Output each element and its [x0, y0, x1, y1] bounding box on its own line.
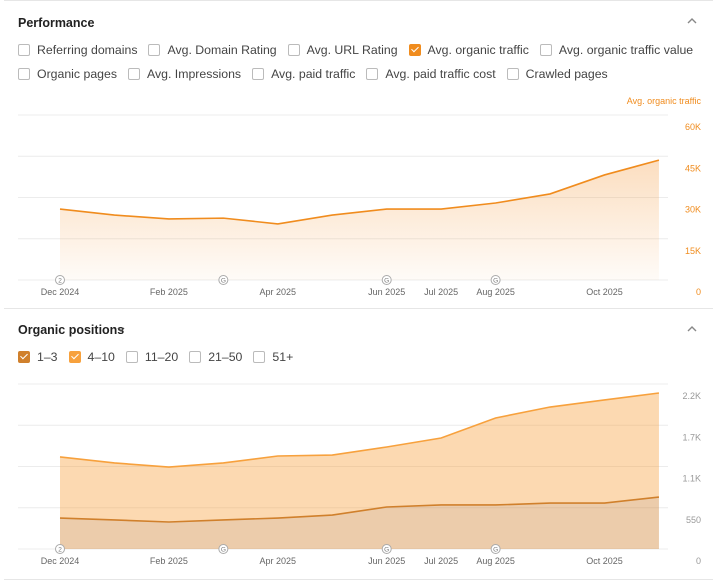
checkbox[interactable]: Referring domains — [18, 43, 137, 57]
panel-title: Performance — [18, 16, 95, 30]
checkbox-box[interactable] — [506, 68, 519, 80]
checkbox-label[interactable]: Avg. organic traffic value — [558, 43, 694, 57]
checkbox-box[interactable] — [189, 351, 202, 363]
checkbox-label[interactable]: 51+ — [272, 350, 294, 364]
collapse-icon[interactable] — [686, 16, 698, 26]
checkbox-label[interactable]: Organic pages — [37, 67, 117, 81]
checkbox-box[interactable] — [18, 44, 30, 56]
checkbox-box[interactable] — [148, 44, 161, 56]
checkbox-box[interactable] — [125, 351, 138, 363]
checkbox-label[interactable]: 11–20 — [144, 350, 179, 364]
checkbox[interactable]: Avg. paid traffic — [252, 67, 355, 81]
checkbox-label[interactable]: Avg. URL Rating — [306, 43, 398, 57]
checkbox[interactable]: 1–3 — [18, 350, 58, 364]
checkbox[interactable]: Avg. paid traffic cost — [366, 67, 496, 81]
checkbox[interactable]: Avg. organic traffic value — [539, 43, 694, 57]
checkbox-box[interactable] — [252, 68, 265, 80]
checkbox[interactable]: Avg. URL Rating — [287, 43, 398, 57]
checkbox[interactable]: 4–10 — [68, 350, 115, 364]
checkbox-label[interactable]: Avg. Impressions — [146, 67, 242, 81]
panel-title[interactable]: Organic positions — [18, 323, 125, 337]
checkbox[interactable]: Crawled pages — [506, 67, 608, 81]
checkbox-box[interactable] — [68, 351, 81, 363]
checkbox-label[interactable]: Avg. Domain Rating — [167, 43, 277, 57]
metric-row: Referring domains Avg. Domain Rating Avg. … — [18, 43, 693, 57]
checkbox-label[interactable]: Avg. paid traffic cost — [385, 67, 496, 81]
checkbox-box[interactable] — [287, 44, 300, 56]
checkbox-label[interactable]: Avg. organic traffic — [427, 43, 529, 57]
metric-row: Organic pages Avg. Impressions Avg. paid t… — [18, 67, 608, 81]
checkbox-label[interactable]: Referring domains — [37, 43, 138, 57]
checkbox-box[interactable] — [18, 351, 30, 363]
checkbox-box[interactable] — [127, 68, 140, 80]
collapse-icon[interactable] — [686, 324, 698, 334]
checkbox-box[interactable] — [253, 351, 266, 363]
checkbox[interactable]: 21–50 — [189, 350, 242, 364]
checkbox[interactable]: Avg. Domain Rating — [148, 43, 277, 57]
organic-positions-panel: Organic positions 1–3 4–10 11–20 21–50 51+ — [4, 308, 713, 580]
checkbox-box[interactable] — [366, 68, 379, 80]
checkbox[interactable]: Avg. organic traffic — [408, 43, 529, 57]
checkbox-label[interactable]: 1–3 — [37, 350, 58, 364]
checkbox[interactable]: 51+ — [253, 350, 293, 364]
dropdown-icon[interactable] — [116, 326, 126, 334]
performance-panel: Performance Referring domains Avg. Domain… — [4, 0, 713, 309]
checkbox-label[interactable]: Crawled pages — [525, 67, 608, 81]
checkbox-label[interactable]: 21–50 — [208, 350, 243, 364]
checkbox-label[interactable]: Avg. paid traffic — [271, 67, 356, 81]
checkbox[interactable]: Organic pages — [18, 67, 117, 81]
checkbox-box[interactable] — [539, 44, 552, 56]
checkbox[interactable]: Avg. Impressions — [127, 67, 242, 81]
checkbox[interactable]: 11–20 — [125, 350, 179, 364]
filter-row: 1–3 4–10 11–20 21–50 51+ — [18, 350, 293, 364]
checkbox-box[interactable] — [408, 44, 421, 56]
checkbox-label[interactable]: 4–10 — [87, 350, 115, 364]
checkbox-box[interactable] — [18, 68, 30, 80]
